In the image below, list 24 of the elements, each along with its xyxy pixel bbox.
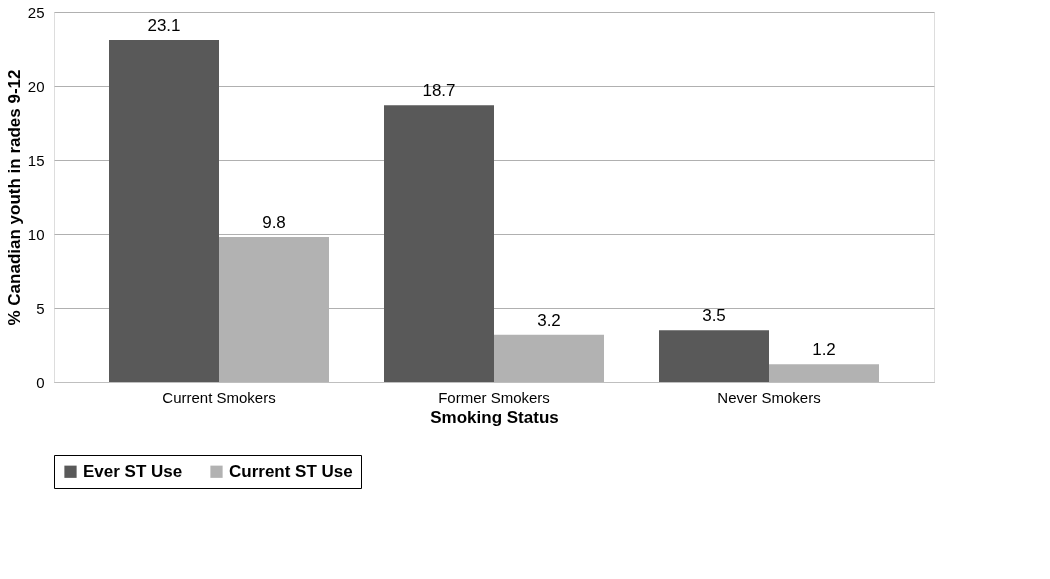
data-label: 18.7	[422, 81, 456, 101]
data-label: 9.8	[262, 212, 286, 232]
legend-label: Current ST Use	[229, 461, 353, 481]
bar	[659, 330, 769, 382]
data-label: 1.2	[812, 340, 836, 360]
y-axis-title: % Canadian youth in rades 9-12	[4, 69, 24, 326]
y-tick-label: 15	[27, 151, 45, 169]
data-label: 3.2	[537, 310, 561, 330]
data-label: 23.1	[147, 16, 181, 36]
x-tick-label: Current Smokers	[162, 388, 276, 406]
legend-label: Ever ST Use	[83, 461, 183, 481]
bar	[109, 40, 219, 382]
bar	[384, 105, 494, 382]
x-axis-title: Smoking Status	[430, 407, 559, 427]
y-tick-label: 10	[27, 225, 45, 243]
y-tick-label: 25	[27, 3, 45, 21]
x-tick-label: Never Smokers	[717, 388, 821, 406]
bar	[494, 334, 604, 382]
y-tick-label: 20	[27, 77, 45, 95]
bar	[769, 364, 879, 382]
y-tick-label: 5	[36, 299, 45, 317]
x-tick-label: Former Smokers	[438, 388, 550, 406]
data-label: 3.5	[702, 306, 726, 326]
y-tick-label: 0	[36, 373, 45, 391]
